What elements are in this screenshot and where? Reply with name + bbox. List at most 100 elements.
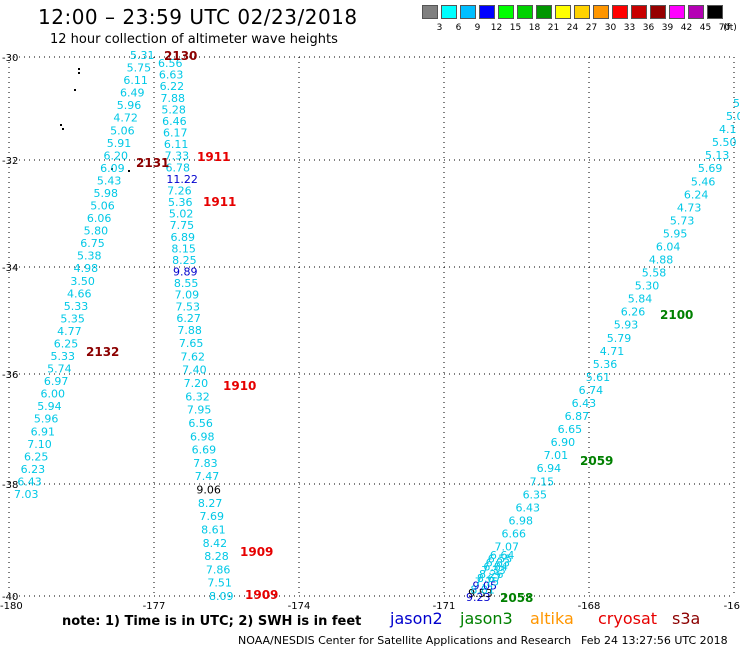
- swh-value: 4.77: [57, 325, 81, 338]
- time-label: 1911: [203, 195, 236, 209]
- swh-value: 6.35: [523, 488, 548, 501]
- swh-value: 5.84: [628, 293, 653, 306]
- swh-value: 5.36: [593, 358, 618, 371]
- swh-value: 7.88: [177, 324, 202, 337]
- legend-label: 70: [718, 23, 731, 33]
- legend-label: 33: [623, 23, 636, 33]
- time-label: 2100: [660, 308, 693, 322]
- legend-label: 30: [604, 23, 617, 33]
- swh-value: 5.93: [614, 319, 639, 332]
- axis-ticks: -180 -177 -174 -171 -168 -16 -30 -32 -34 -36 -38 -4…: [0, 53, 740, 612]
- grid-layer: [8, 56, 735, 597]
- swh-value: 9.05: [473, 580, 498, 593]
- swh-value: 7.51: [207, 577, 232, 590]
- time-label: 1910: [223, 379, 256, 393]
- time-label: 2132: [86, 345, 119, 359]
- land-dot: [60, 124, 62, 126]
- swh-value: 7.20: [184, 377, 209, 390]
- y-tick-label: -32: [2, 156, 18, 167]
- swh-value: 8.15: [171, 242, 196, 255]
- swh-value: 9.89: [173, 266, 198, 279]
- swh-value: 7.75: [475, 576, 500, 589]
- legend-swatch: [441, 5, 457, 19]
- y-tick-label: -36: [2, 370, 18, 381]
- swh-value: 5.96: [34, 413, 59, 426]
- y-tick-label: -30: [2, 53, 18, 64]
- swh-value: 8.42: [203, 537, 228, 550]
- x-tick-label: -16: [724, 601, 740, 612]
- legend-swatch: [479, 5, 495, 19]
- time-labels: 2130 1911 2131 1911 2132 1910 1909 1909 2100 2059…: [86, 49, 693, 605]
- satellite-legend-cryosat: cryosat: [598, 609, 658, 628]
- swh-value: 5.50: [712, 136, 737, 149]
- legend-swatch: [555, 5, 571, 19]
- swh-value: 6.66: [502, 527, 527, 540]
- swh-value: 5: [733, 97, 740, 110]
- footer-timestamp: Feb 24 13:27:56 UTC 2018: [581, 634, 728, 647]
- legend-label: 36: [642, 23, 655, 33]
- swh-value: 5.80: [84, 225, 109, 238]
- swh-value: 6.04: [656, 240, 681, 253]
- swh-value: 7.07: [495, 540, 519, 553]
- time-label: 2058: [500, 591, 533, 605]
- legend-swatch: [517, 5, 533, 19]
- swh-value: 6.64: [490, 549, 515, 562]
- swh-value: 6.32: [185, 390, 210, 403]
- legend-label: 15: [509, 23, 522, 33]
- swh-value: 5.28: [161, 103, 186, 116]
- time-label: 2059: [580, 454, 613, 468]
- swh-value: 6.63: [159, 69, 184, 82]
- legend-swatch: [688, 5, 704, 19]
- swh-value: 8.81: [470, 583, 495, 596]
- swh-value: 6.65: [558, 423, 583, 436]
- swh-value: 9.23: [466, 591, 491, 604]
- swh-value: 5.33: [64, 300, 89, 313]
- swh-value: 4.73: [677, 201, 702, 214]
- swh-values: 5.315.756.116.495.964.725.065.916.206.09…: [14, 49, 740, 604]
- x-tick-label: -171: [433, 601, 456, 612]
- swh-value: 6.98: [509, 514, 534, 527]
- time-label: 1909: [240, 545, 273, 559]
- land-dot: [78, 72, 80, 74]
- swh-value: 5.38: [77, 250, 102, 263]
- swh-value: 5.75: [127, 62, 152, 75]
- satellite-legend-altika: altika: [530, 609, 574, 628]
- swh-value: 6.56: [188, 417, 213, 430]
- page-subtitle: 12 hour collection of altimeter wave hei…: [50, 32, 338, 47]
- swh-value: 5.35: [60, 312, 85, 325]
- swh-value: 8.28: [204, 550, 229, 563]
- swh-value: 4.71: [600, 345, 625, 358]
- swh-value: 8.25: [172, 254, 197, 267]
- swh-value: 8.67: [477, 572, 502, 585]
- swh-value: 9.06: [196, 484, 221, 497]
- swh-value: 6.49: [120, 87, 145, 100]
- swh-value: 7.09: [175, 289, 200, 302]
- swh-value: 6.89: [171, 231, 196, 244]
- swh-value: 7.40: [182, 364, 207, 377]
- swh-value: 3.50: [70, 275, 95, 288]
- swh-value: 5.36: [168, 196, 193, 209]
- swh-value: 6.94: [537, 462, 562, 475]
- swh-value: 7.69: [199, 510, 224, 523]
- legend-label: 9: [474, 23, 481, 33]
- swh-value: 7.47: [195, 470, 220, 483]
- legend-swatch: [650, 5, 666, 19]
- swh-value: 6.87: [565, 410, 590, 423]
- swh-value: 7.01: [544, 449, 569, 462]
- swh-value: 9.53: [468, 587, 493, 600]
- swh-value: 6.00: [41, 388, 65, 401]
- swh-value: 6.83: [486, 557, 511, 570]
- swh-value: 5.95: [663, 227, 688, 240]
- swh-value: 5.43: [97, 174, 122, 187]
- swh-value: 7.26: [167, 184, 192, 197]
- swh-value: 5.0: [726, 110, 740, 123]
- swh-value: 4.72: [113, 112, 138, 125]
- swh-value: 5.31: [130, 49, 155, 62]
- legend-label: 12: [490, 23, 503, 33]
- legend-label: 3: [436, 23, 443, 33]
- swh-value: 6.75: [80, 237, 105, 250]
- swh-value: 7.53: [176, 300, 201, 313]
- swh-value: 7.65: [179, 337, 204, 350]
- y-tick-label: -40: [2, 592, 18, 603]
- swh-value: 6.11: [123, 74, 148, 87]
